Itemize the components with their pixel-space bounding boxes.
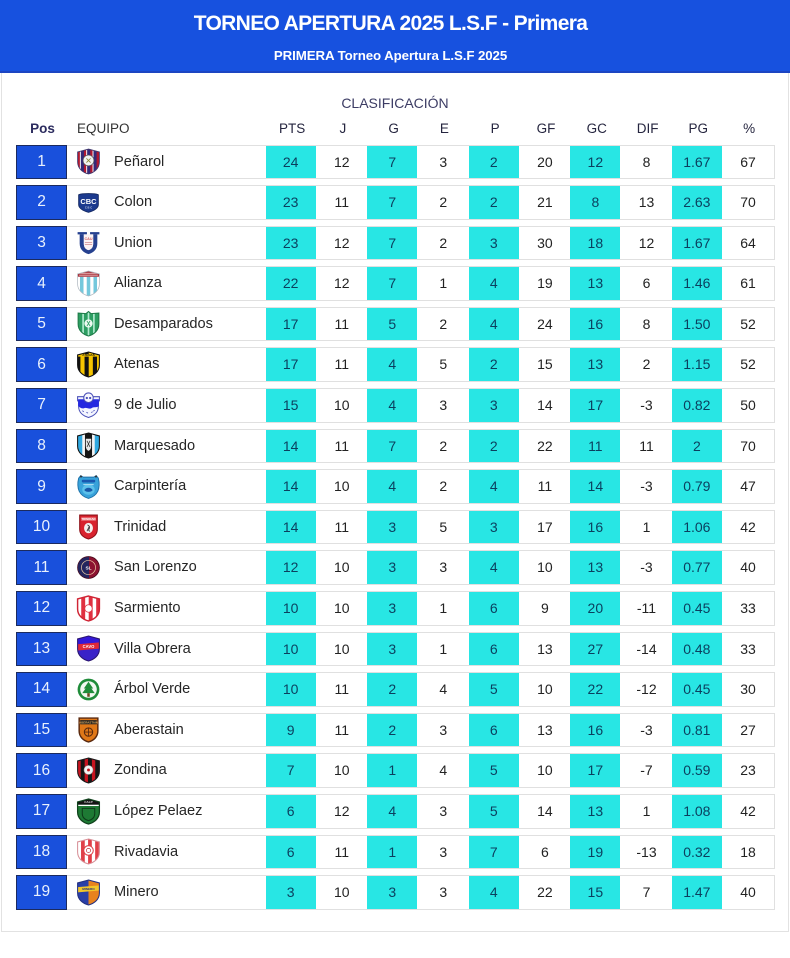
- svg-text:CALP: CALP: [84, 800, 92, 804]
- svg-text:ATENAS: ATENAS: [82, 353, 95, 357]
- svg-text:MINERO: MINERO: [82, 887, 95, 891]
- svg-text:SL: SL: [85, 565, 91, 571]
- svg-text:CBC: CBC: [80, 197, 97, 206]
- svg-text:CAU: CAU: [84, 237, 92, 241]
- svg-text:ABERASTAIN: ABERASTAIN: [79, 721, 98, 725]
- svg-text:CAVO: CAVO: [83, 644, 95, 649]
- svg-text:C B C: C B C: [85, 205, 92, 209]
- svg-text:TRINIDAD: TRINIDAD: [81, 518, 96, 522]
